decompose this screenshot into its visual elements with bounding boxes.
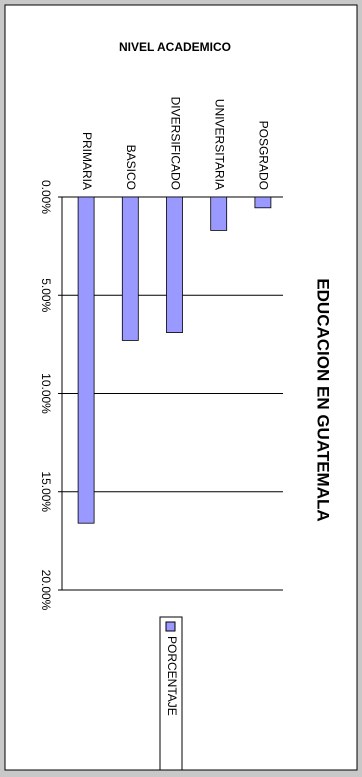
y-tick-label: 5.00% — [39, 278, 53, 312]
x-tick-label: UNIVERSITARIA — [213, 99, 227, 190]
bar — [121, 196, 139, 341]
y-tick-label: 15.00% — [39, 471, 53, 512]
bar — [254, 196, 272, 209]
x-tick-label: BASICO — [124, 145, 138, 190]
y-tick-label: 0.00% — [39, 180, 53, 214]
y-tick-label: 10.00% — [39, 373, 53, 414]
bar — [77, 196, 95, 524]
legend-box — [159, 616, 183, 771]
legend-swatch — [165, 621, 176, 632]
x-tick-label: PRIMARIA — [80, 132, 94, 190]
x-tick-label: DIVERSIFICADO — [168, 97, 182, 190]
bar — [166, 196, 183, 333]
chart-title: EDUCACION EN GUATEMALA — [314, 278, 333, 521]
axis-title: NIVEL ACADEMICO — [119, 40, 231, 54]
legend-label: PORCENTAJE — [165, 636, 179, 716]
bar — [210, 196, 228, 231]
x-tick-label: POSGRADO — [257, 121, 271, 190]
y-tick-label: 20.00% — [39, 570, 53, 611]
